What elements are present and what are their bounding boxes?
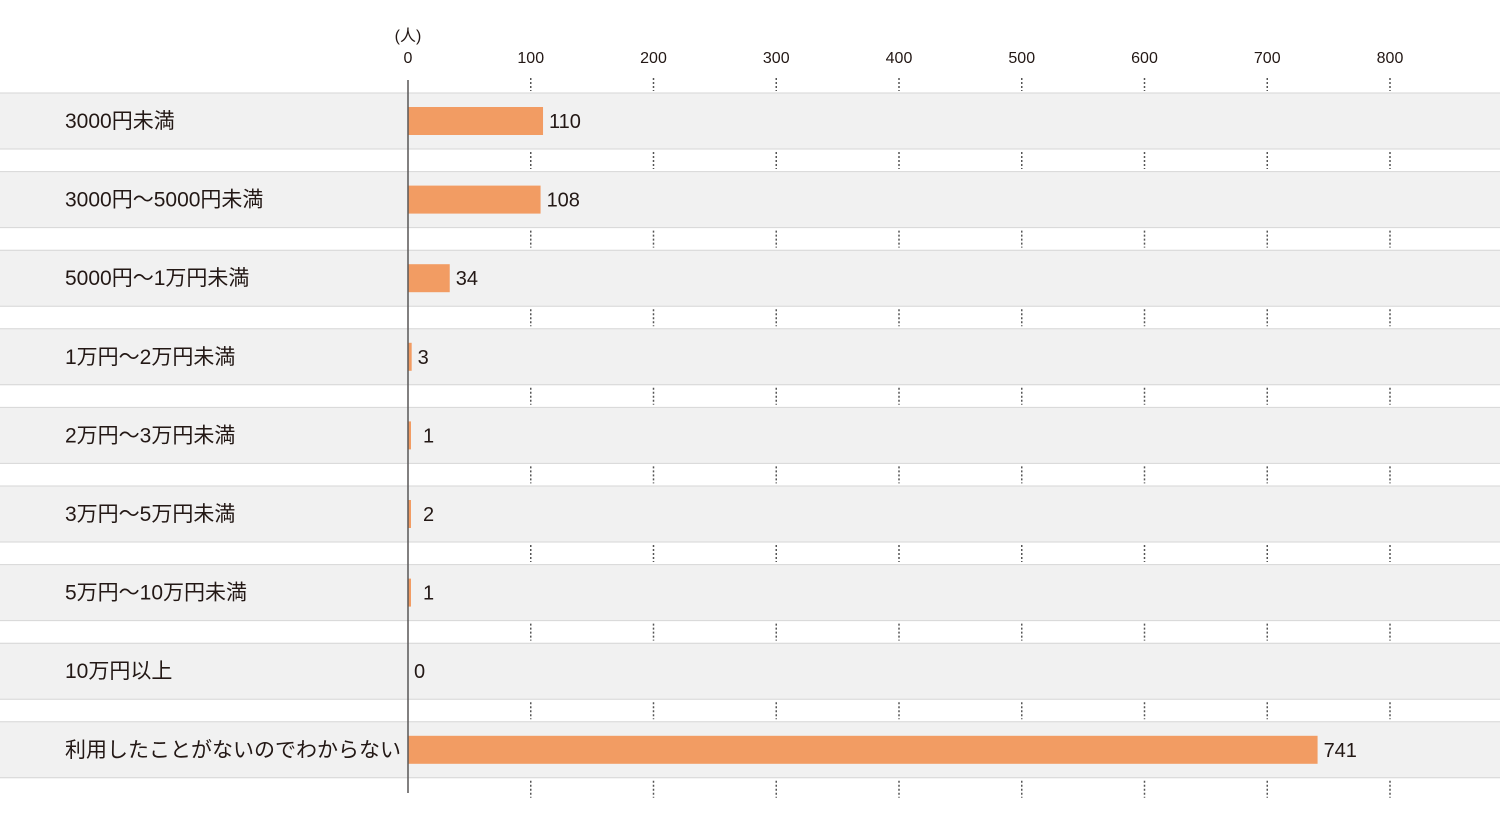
bar <box>408 578 411 607</box>
category-label: 3万円～5万円未満 <box>65 503 235 526</box>
row-band <box>0 171 1500 228</box>
x-tick-label: 600 <box>1131 50 1158 67</box>
bar <box>408 185 541 214</box>
category-label: 1万円～2万円未満 <box>65 346 235 369</box>
category-label: 利用したことがないのでわからない <box>65 739 401 762</box>
row-band <box>0 486 1500 542</box>
row-band <box>0 564 1500 621</box>
value-label: 34 <box>456 268 478 290</box>
category-label: 2万円～3万円未満 <box>65 424 235 447</box>
category-label: 10万円以上 <box>65 660 172 683</box>
row-band <box>0 93 1500 149</box>
category-label: 5万円～10万円未満 <box>65 582 247 605</box>
value-label: 2 <box>423 504 434 526</box>
row-band <box>0 643 1500 700</box>
row-band <box>0 328 1500 385</box>
x-tick-label: 300 <box>763 50 790 67</box>
x-tick-label: 0 <box>404 50 413 67</box>
unit-label: (人) <box>395 27 422 45</box>
value-label: 741 <box>1324 740 1357 762</box>
value-label: 1 <box>423 583 434 605</box>
x-tick-label: 200 <box>640 50 667 67</box>
bar <box>408 421 411 450</box>
x-tick-label: 400 <box>886 50 913 67</box>
x-tick-label: 100 <box>517 50 544 67</box>
value-label: 108 <box>547 190 580 212</box>
bar <box>408 735 1318 764</box>
category-label: 3000円未満 <box>65 110 175 133</box>
bar <box>408 107 544 135</box>
row-band <box>0 407 1500 464</box>
category-label: 3000円～5000円未満 <box>65 189 263 212</box>
value-label: 0 <box>414 661 425 683</box>
bar <box>408 264 450 293</box>
value-label: 1 <box>423 425 434 447</box>
bar <box>408 342 412 371</box>
bar <box>408 500 411 528</box>
x-tick-label: 500 <box>1008 50 1035 67</box>
value-label: 3 <box>418 347 429 369</box>
category-label: 5000円～1万円未満 <box>65 267 249 290</box>
x-tick-label: 800 <box>1377 50 1404 67</box>
x-tick-label: 700 <box>1254 50 1281 67</box>
value-label: 110 <box>549 111 581 133</box>
row-band <box>0 250 1500 307</box>
